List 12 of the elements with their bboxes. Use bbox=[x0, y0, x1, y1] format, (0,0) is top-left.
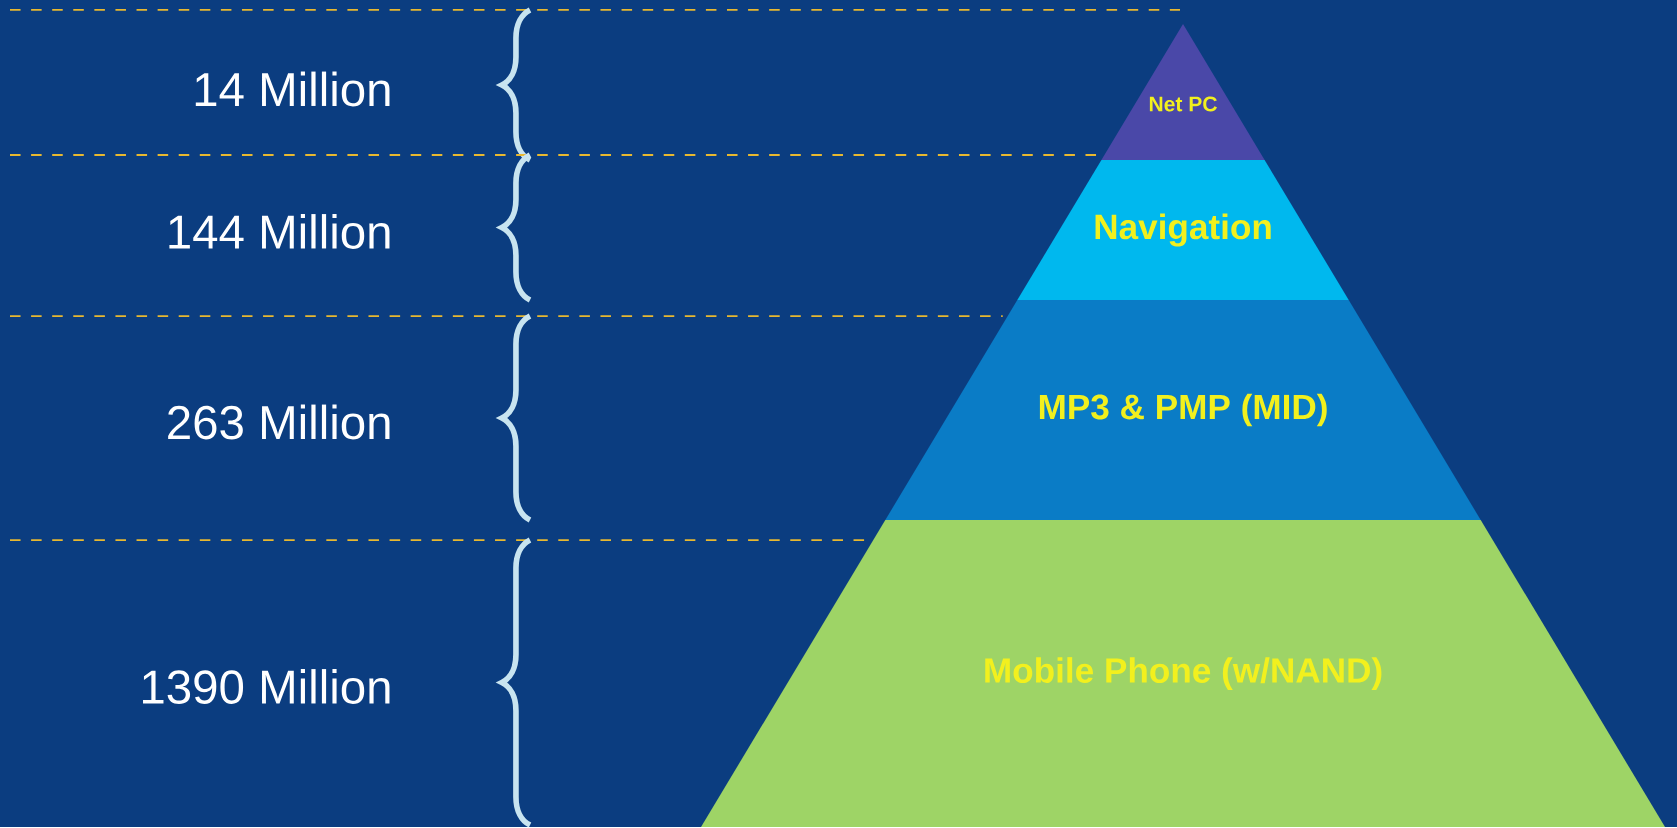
text: Million bbox=[262, 669, 390, 704]
category-label: MP3 & PMP (MID) bbox=[1039, 393, 1327, 427]
text: Million bbox=[262, 404, 390, 440]
data-label: 14 bbox=[195, 73, 244, 107]
text: Million bbox=[262, 214, 390, 249]
data-label: 263 bbox=[168, 405, 243, 440]
category-label: Navigation bbox=[1095, 213, 1271, 247]
data-label: 1390 bbox=[143, 670, 244, 704]
data-label: 144 bbox=[169, 215, 244, 249]
category-label: Net PC bbox=[1149, 96, 1217, 112]
text: Million bbox=[262, 71, 390, 107]
category-label: Mobile Phone (w/NAND) bbox=[985, 657, 1382, 690]
